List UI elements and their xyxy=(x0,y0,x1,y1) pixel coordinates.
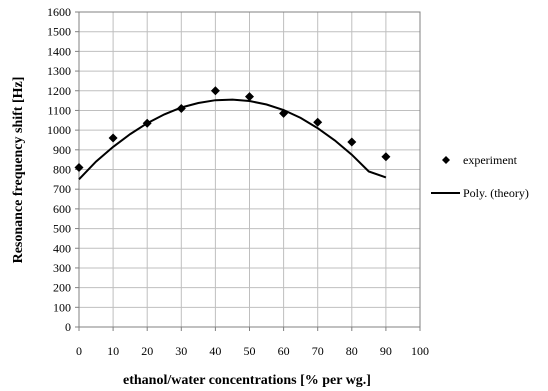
x-tick-label: 20 xyxy=(141,344,153,358)
series-line-theory xyxy=(78,98,387,180)
data-point-experiment xyxy=(347,137,357,147)
y-tick-label: 100 xyxy=(53,300,71,314)
grid xyxy=(78,11,421,328)
y-tick-label: 1400 xyxy=(47,44,71,58)
legend-experiment-label: experiment xyxy=(463,153,518,167)
legend-theory-label: Poly. (theory) xyxy=(463,186,529,200)
y-tick-label: 700 xyxy=(53,182,71,196)
data-point-experiment xyxy=(108,133,118,143)
data-point-experiment xyxy=(245,92,254,102)
y-tick-label: 500 xyxy=(53,222,71,236)
x-tick-label: 10 xyxy=(107,344,119,358)
y-tick-label: 1300 xyxy=(47,64,71,78)
legend: experiment Poly. (theory) xyxy=(431,153,529,200)
y-tick-label: 400 xyxy=(53,241,71,255)
data-point-experiment xyxy=(74,163,84,173)
y-tick-label: 800 xyxy=(53,163,71,177)
data-point-experiment xyxy=(210,86,220,96)
x-axis-title: ethanol/water concentrations [% per wg.] xyxy=(123,373,371,388)
x-tick-labels: 0 10 20 30 40 50 60 70 80 90 100 xyxy=(76,344,429,358)
data-point-experiment xyxy=(313,117,323,127)
x-tick-label: 60 xyxy=(278,344,290,358)
x-tick-label: 40 xyxy=(209,344,221,358)
x-tick-label: 90 xyxy=(380,344,392,358)
y-tick-label: 1600 xyxy=(47,5,71,19)
y-tick-label: 0 xyxy=(65,320,71,334)
y-tick-label: 300 xyxy=(53,261,71,275)
series-layer xyxy=(74,86,391,180)
x-tick-label: 80 xyxy=(346,344,358,358)
x-tick-label: 30 xyxy=(175,344,187,358)
y-axis-title: Resonance frequency shift [Hz] xyxy=(11,77,26,264)
y-tick-label: 600 xyxy=(53,202,71,216)
x-tick-label: 100 xyxy=(411,344,429,358)
y-tick-label: 1100 xyxy=(47,103,71,117)
y-tick-labels: 0 100 200 300 400 500 600 700 800 900 1000 1100 1200… xyxy=(47,5,71,334)
y-tick-label: 1200 xyxy=(47,84,71,98)
x-tick-label: 70 xyxy=(312,344,324,358)
legend-experiment-marker xyxy=(442,156,450,164)
y-tick-label: 900 xyxy=(53,143,71,157)
x-tick-label: 50 xyxy=(244,344,256,358)
y-tick-label: 1500 xyxy=(47,25,71,39)
y-tick-label: 200 xyxy=(53,281,71,295)
x-tick-label: 0 xyxy=(76,344,82,358)
data-point-experiment xyxy=(381,152,391,162)
y-tick-label: 1000 xyxy=(47,123,71,137)
